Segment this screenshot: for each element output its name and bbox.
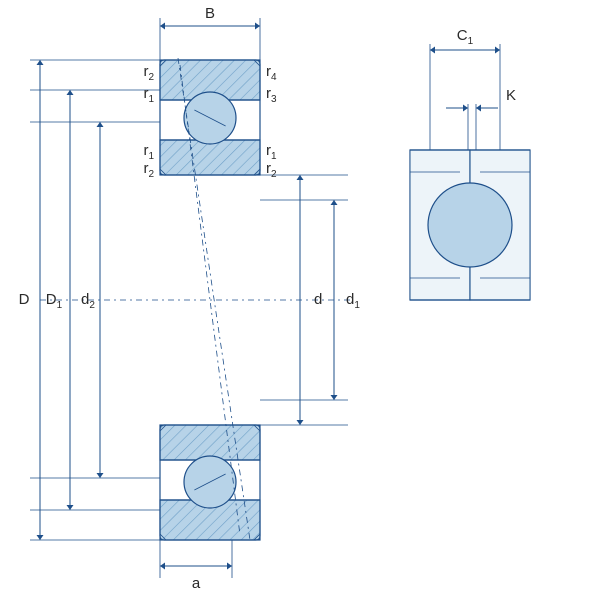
svg-text:d: d [314, 291, 322, 308]
svg-text:a: a [192, 575, 201, 592]
svg-text:K: K [506, 87, 516, 104]
svg-text:D: D [19, 291, 30, 308]
svg-text:B: B [205, 5, 215, 22]
